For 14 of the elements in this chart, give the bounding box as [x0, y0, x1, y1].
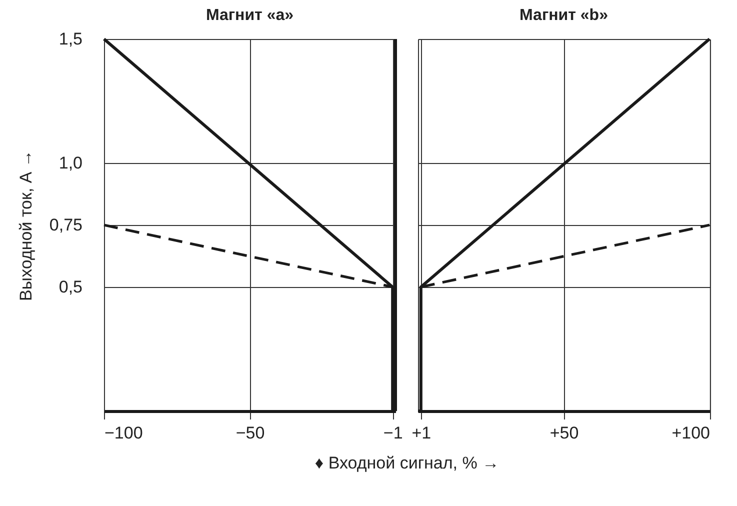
y-tick-label: 0,5: [58, 278, 82, 296]
x-tick-label: +100: [672, 424, 710, 442]
chart-title: Магнит «a»: [206, 7, 294, 24]
x-tick-label: −100: [104, 424, 143, 442]
x-axis-title: ♦ Входной сигнал, % →: [314, 454, 500, 472]
x-tick-label: −50: [236, 424, 265, 442]
x-tick-label: +50: [550, 424, 579, 442]
x-tick-label: −1: [383, 424, 403, 442]
chart-title: Магнит «b»: [520, 7, 608, 24]
x-tick-label: +1: [412, 424, 432, 442]
y-axis-title: Выходной ток, А →: [16, 150, 36, 301]
y-tick-label: 1,5: [58, 30, 82, 48]
y-tick-label: 0,75: [49, 216, 82, 234]
y-tick-label: 1,0: [58, 154, 82, 172]
